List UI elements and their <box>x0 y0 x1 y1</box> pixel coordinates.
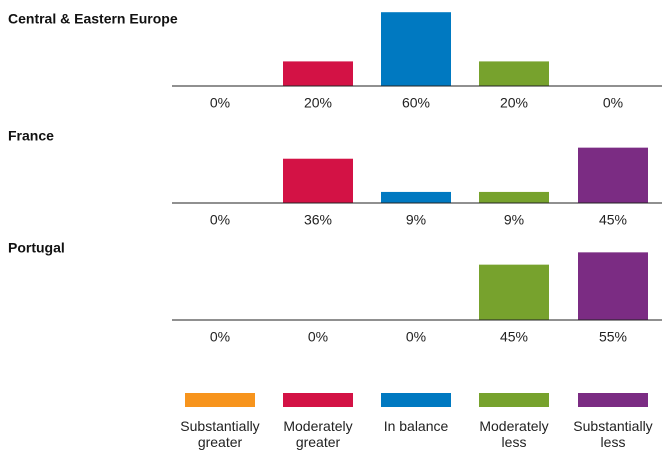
value-label: 0% <box>406 329 426 345</box>
bar <box>479 264 549 320</box>
value-label: 0% <box>603 95 623 111</box>
legend-swatch <box>381 393 451 407</box>
value-label: 45% <box>500 329 528 345</box>
panel-title: France <box>8 128 54 144</box>
bar <box>283 61 353 86</box>
legend-swatch <box>479 393 549 407</box>
value-label: 0% <box>308 329 328 345</box>
legend-label: In balance <box>383 418 449 434</box>
bar <box>578 252 648 320</box>
panel-title: Portugal <box>8 240 65 256</box>
value-label: 0% <box>210 212 230 228</box>
legend-swatch <box>283 393 353 407</box>
value-label: 36% <box>304 212 332 228</box>
bar <box>578 147 648 203</box>
value-label: 45% <box>599 212 627 228</box>
bar <box>479 61 549 86</box>
value-label: 9% <box>504 212 524 228</box>
value-label: 9% <box>406 212 426 228</box>
value-label: 0% <box>210 95 230 111</box>
legend-label: Moderately greater <box>283 418 353 450</box>
legend-swatch <box>185 393 255 407</box>
legend-swatch <box>578 393 648 407</box>
value-label: 20% <box>500 95 528 111</box>
bar <box>381 12 451 87</box>
value-label: 60% <box>402 95 430 111</box>
bar <box>381 191 451 203</box>
legend-label: Substantially greater <box>180 418 260 450</box>
value-label: 20% <box>304 95 332 111</box>
legend-label: Moderately less <box>479 418 549 450</box>
value-label: 0% <box>210 329 230 345</box>
legend-label: Substantially less <box>573 418 653 450</box>
bar <box>479 191 549 203</box>
panel-title: Central & Eastern Europe <box>8 11 178 27</box>
bar <box>283 158 353 203</box>
value-label: 55% <box>599 329 627 345</box>
